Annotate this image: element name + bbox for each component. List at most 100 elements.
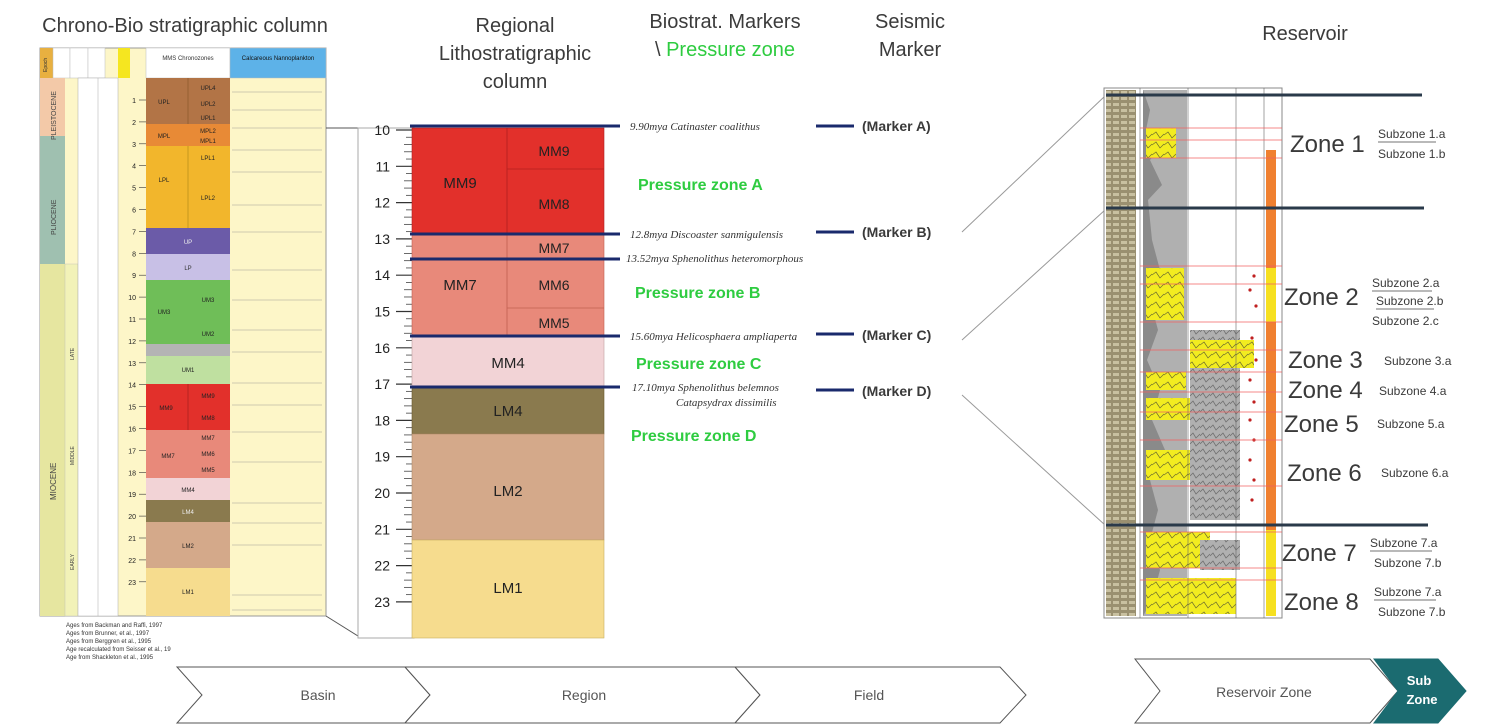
sand-zone-3	[1190, 340, 1254, 368]
biostrat-header-line1: Biostrat. Markers	[649, 11, 801, 33]
chrono-age-label: 6	[132, 208, 136, 215]
chrono-age-label: 10	[128, 295, 136, 302]
chrono-age-label: 2	[132, 120, 136, 127]
subzone-badge-line2: Zone	[1406, 692, 1437, 707]
seismic-marker-b: (Marker B)	[862, 224, 931, 240]
ruler-tick-label: 17	[374, 376, 390, 392]
pliocene-cell	[40, 136, 65, 264]
ruler-tick-label: 10	[374, 122, 390, 138]
subzone-1b: Subzone 1.b	[1378, 147, 1446, 161]
chrono-footnotes: Ages from Backman and Raffi, 1997 Ages fr…	[66, 623, 171, 661]
arrow-reservoir-zone	[1133, 658, 1399, 724]
chrono-age-label: 8	[132, 251, 136, 258]
chrono-label-upl2: UPL2	[200, 102, 216, 108]
chrono-age-label: 18	[128, 470, 136, 477]
unit-label-lm4: LM4	[493, 403, 522, 420]
ruler-tick-label: 11	[375, 158, 390, 174]
biostrat-marker-c: 15.60mya Helicosphaera ampliaperta	[630, 331, 798, 343]
regional-header-line3: column	[482, 71, 548, 93]
zone-6: Zone 6	[1287, 460, 1362, 487]
chrono-label-mm7b: MM7	[201, 436, 215, 442]
chrono-label-um3: UM3	[158, 310, 171, 316]
seismic-to-log-links	[961, 95, 1106, 526]
sand-zone-7	[1146, 532, 1210, 568]
chrono-label-um3b: UM3	[202, 298, 215, 304]
sand-zone-1	[1146, 128, 1176, 158]
epoch-pleistocene: PLEISTOCENE	[51, 91, 58, 140]
chrono-lm2	[146, 522, 230, 568]
seismic-marker-c: (Marker C)	[862, 327, 931, 343]
chrono-age-label: 1	[132, 98, 136, 105]
ruler-tick-label: 14	[374, 267, 390, 283]
subzone-4a: Subzone 4.a	[1379, 384, 1447, 398]
arrow-basin-label: Basin	[300, 687, 335, 703]
seismic-markers: (Marker A) (Marker B) (Marker C) (Marker…	[862, 118, 931, 399]
sub-epoch-early: EARLY	[70, 553, 76, 570]
chrono-label-lp: LP	[184, 266, 191, 272]
chrono-age-label: 21	[128, 536, 136, 543]
marker-lines	[410, 124, 854, 392]
ruler-tick-label: 15	[374, 304, 390, 320]
chrono-age-label: 9	[132, 273, 136, 280]
unit-label-mm7: MM7	[443, 277, 476, 294]
biostrat-markers: 9.90mya Catinaster coalithus 12.8mya Dis…	[626, 121, 803, 409]
chrono-label-lpl2: LPL2	[201, 196, 216, 202]
ruler-tick-label: 12	[374, 195, 390, 211]
nanno-datum-lines	[232, 91, 322, 611]
chrono-label-mpl2: MPL2	[200, 129, 216, 135]
epoch-pliocene: PLIOCENE	[51, 199, 58, 235]
chrono-up	[146, 228, 230, 254]
ruler-tick-label: 13	[374, 231, 390, 247]
pressure-dots	[1248, 274, 1258, 502]
zone-7: Zone 7	[1282, 540, 1357, 567]
arrow-reservoir-zone-label: Reservoir Zone	[1216, 684, 1312, 700]
regional-header-line2: Lithostratigraphic	[438, 43, 592, 65]
log-track-dividers	[1139, 88, 1265, 618]
subzone-2b: Subzone 2.b	[1376, 294, 1444, 308]
zone-8: Zone 8	[1284, 589, 1359, 616]
scale-arrows: Basin Region Field Reservoir Zone Sub Zo…	[175, 658, 1467, 724]
chrono-label-mm7: MM7	[161, 454, 175, 460]
sand-zone-8	[1146, 578, 1236, 614]
chrono-um3-um2	[146, 280, 230, 344]
chrono-label-lm1: LM1	[182, 590, 194, 596]
chrono-label-mm8: MM8	[201, 416, 215, 422]
unit-label-mm9: MM9	[443, 175, 476, 192]
biostrat-marker-b: 12.8mya Discoaster sanmigulensis	[630, 229, 783, 241]
chrono-label-mm6: MM6	[201, 452, 215, 458]
chrono-footnote: Ages from Brunner, et al., 1997	[66, 631, 150, 637]
ruler-tick-label: 21	[374, 521, 390, 537]
chrono-mm7	[146, 430, 230, 478]
arrow-region-label: Region	[562, 687, 606, 703]
seismic-marker-d: (Marker D)	[862, 383, 931, 399]
chrono-label-mm5: MM5	[201, 468, 215, 474]
chrono-age-label: 12	[128, 339, 136, 346]
subzone-8a: Subzone 7.a	[1374, 585, 1442, 599]
regional-header-line1: Regional	[475, 15, 555, 37]
miocene-cell	[40, 264, 65, 616]
zone-3: Zone 3	[1288, 347, 1363, 374]
biostrat-header-pressure: Pressure zone	[666, 39, 796, 61]
regional-header: Regional Lithostratigraphic column	[420, 12, 610, 96]
chrono-age-label: 23	[128, 580, 136, 587]
zoom-line-bottom	[325, 615, 359, 637]
chrono-label-mpl: MPL	[158, 134, 171, 140]
biostrat-header-slash: \	[654, 39, 661, 61]
chrono-label-mm9: MM9	[159, 406, 173, 412]
chrono-mm4	[146, 478, 230, 500]
chrono-mpl	[146, 124, 230, 146]
subzone-2c: Subzone 2.c	[1372, 314, 1439, 328]
chrono-age-label: 14	[128, 383, 136, 390]
chrono-footnote: Age recalculated from Seisser et al., 19	[66, 647, 171, 653]
zone-2: Zone 2	[1284, 284, 1359, 311]
subzone-5a: Subzone 5.a	[1377, 417, 1445, 431]
chrono-um1	[146, 356, 230, 384]
regional-column: 10 11 12 13 14 15 16 17 18 19 20 21 22 23 MM9 MM9 MM8…	[357, 122, 605, 639]
chrono-age-label: 19	[128, 492, 136, 499]
subzone-8b: Subzone 7.b	[1378, 605, 1446, 619]
subzone-6a: Subzone 6.a	[1381, 466, 1449, 480]
epoch-header: Epoch	[43, 58, 49, 72]
biostrat-marker-b2: 13.52mya Sphenolithus heteromorphous	[626, 253, 803, 265]
ruler-tick-label: 19	[374, 449, 390, 465]
